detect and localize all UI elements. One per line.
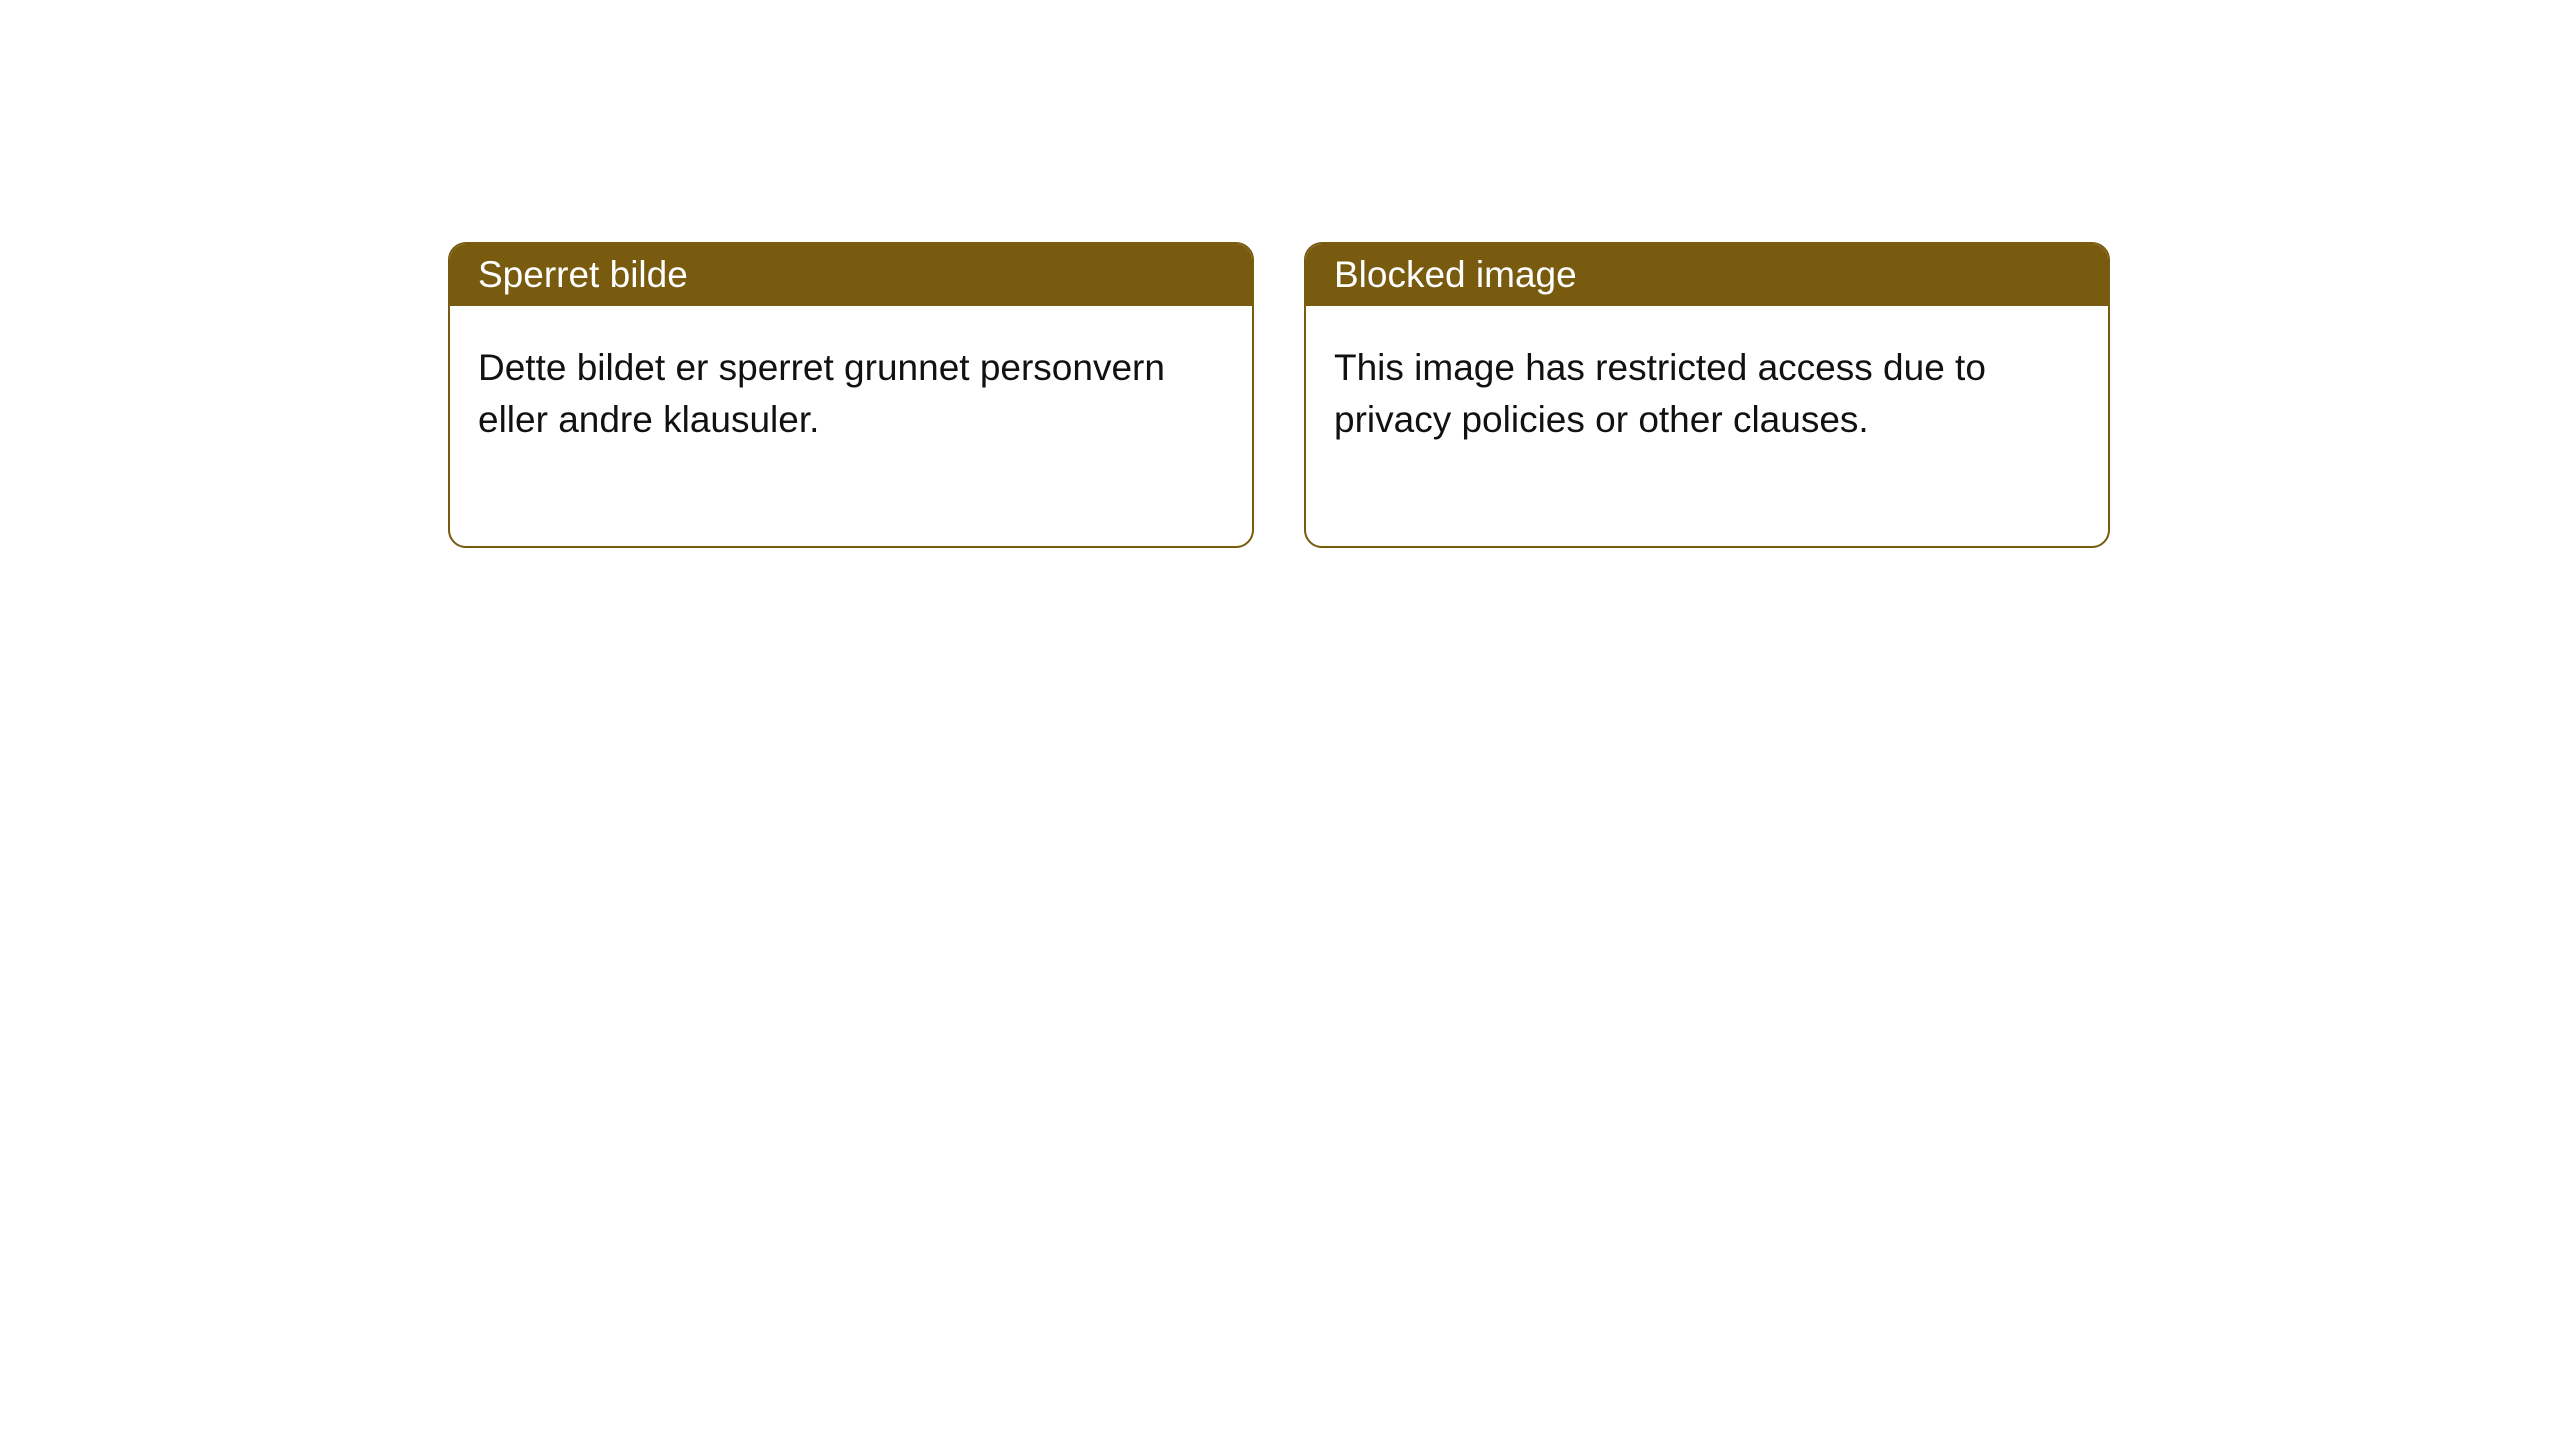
notice-message: Dette bildet er sperret grunnet personve… (478, 347, 1165, 440)
notice-title: Sperret bilde (478, 254, 688, 295)
notice-body: Dette bildet er sperret grunnet personve… (450, 306, 1252, 546)
notice-card-english: Blocked image This image has restricted … (1304, 242, 2110, 548)
notice-body: This image has restricted access due to … (1306, 306, 2108, 546)
notice-title: Blocked image (1334, 254, 1577, 295)
notice-container: Sperret bilde Dette bildet er sperret gr… (0, 0, 2560, 548)
notice-header: Blocked image (1306, 244, 2108, 306)
notice-header: Sperret bilde (450, 244, 1252, 306)
notice-card-norwegian: Sperret bilde Dette bildet er sperret gr… (448, 242, 1254, 548)
notice-message: This image has restricted access due to … (1334, 347, 1986, 440)
